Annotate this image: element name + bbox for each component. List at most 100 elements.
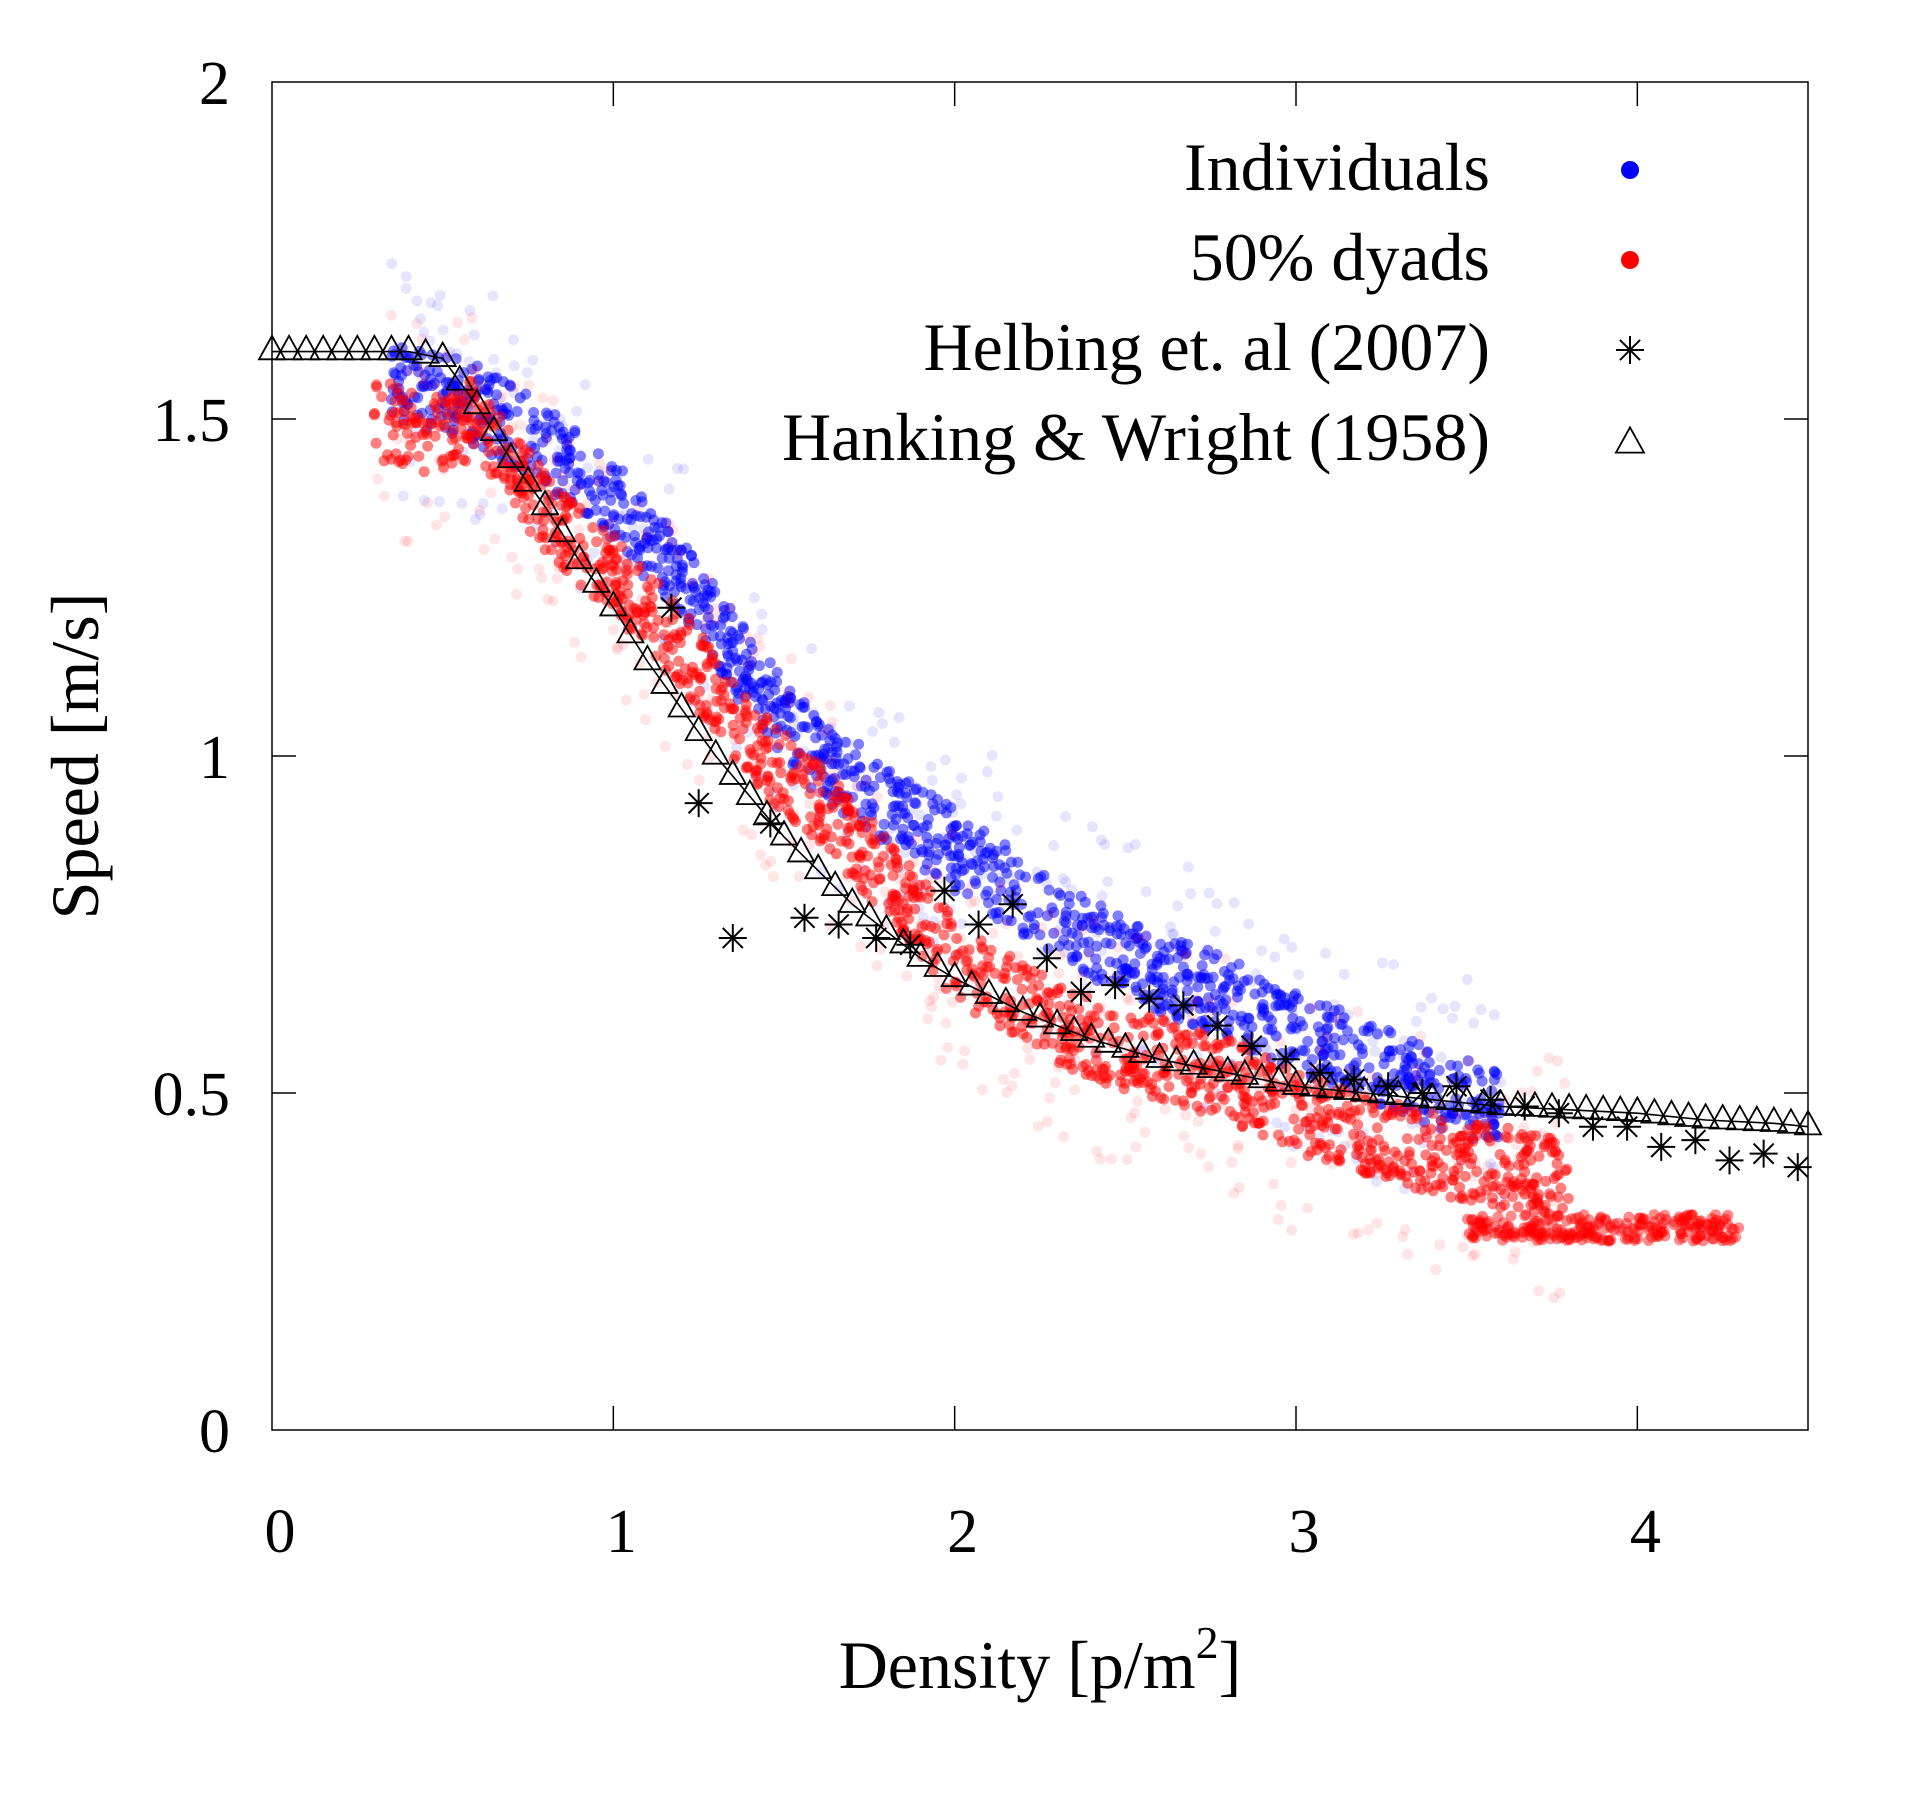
scatter-point bbox=[842, 810, 854, 822]
scatter-point bbox=[945, 872, 957, 884]
scatter-point bbox=[368, 409, 380, 421]
scatter-point bbox=[1543, 1052, 1555, 1064]
scatter-point bbox=[1219, 1003, 1231, 1015]
scatter-point bbox=[667, 525, 679, 537]
scatter-point bbox=[1159, 1103, 1171, 1115]
scatter-point bbox=[663, 517, 675, 529]
scatter-point bbox=[400, 282, 412, 294]
scatter-point bbox=[594, 457, 605, 469]
scatter-point bbox=[611, 644, 623, 656]
scatter-point bbox=[523, 513, 535, 525]
scatter-point bbox=[1271, 988, 1283, 1000]
scatter-point bbox=[1472, 1119, 1484, 1131]
scatter-point bbox=[1139, 931, 1151, 943]
scatter-point bbox=[587, 522, 599, 533]
scatter-point bbox=[1526, 1224, 1537, 1236]
scatter-point bbox=[1090, 1054, 1102, 1066]
scatter-point bbox=[1199, 949, 1211, 961]
scatter-point bbox=[785, 653, 797, 665]
scatter-point bbox=[1354, 1139, 1365, 1151]
scatter-point bbox=[1011, 824, 1023, 836]
scatter-point bbox=[506, 551, 518, 563]
scatter-point bbox=[1518, 1189, 1530, 1201]
scatter-point bbox=[708, 620, 720, 632]
scatter-point bbox=[537, 436, 549, 448]
scatter-point bbox=[756, 608, 768, 620]
scatter-point bbox=[1523, 1145, 1535, 1157]
scatter-point bbox=[1322, 1021, 1334, 1033]
legend-marker bbox=[1616, 336, 1644, 364]
scatter-point bbox=[1001, 1086, 1013, 1098]
scatter-point bbox=[1297, 1100, 1308, 1112]
scatter-point bbox=[1017, 964, 1029, 976]
scatter-point bbox=[458, 396, 469, 408]
scatter-point bbox=[748, 592, 760, 604]
scatter-point bbox=[1527, 1223, 1539, 1235]
scatter-point bbox=[1352, 1119, 1364, 1131]
scatter-point bbox=[1518, 1122, 1530, 1133]
legend-label: 50% dyads bbox=[1190, 219, 1490, 295]
scatter-point bbox=[1278, 933, 1290, 945]
x-axis-label-end: ] bbox=[1219, 1627, 1242, 1703]
scatter-point bbox=[741, 631, 753, 643]
scatter-point bbox=[575, 450, 586, 462]
scatter-point bbox=[1055, 982, 1067, 994]
y-tick-label: 0 bbox=[199, 1398, 230, 1466]
scatter-point bbox=[666, 644, 678, 655]
scatter-point bbox=[745, 659, 757, 671]
scatter-point bbox=[1140, 886, 1152, 898]
scatter-point bbox=[555, 548, 567, 560]
scatter-point bbox=[1076, 971, 1088, 983]
scatter-point bbox=[1206, 1104, 1218, 1116]
scatter-point bbox=[845, 765, 857, 777]
scatter-point bbox=[1533, 1150, 1545, 1162]
scatter-point bbox=[1028, 919, 1040, 931]
scatter-point bbox=[1057, 873, 1069, 885]
scatter-point bbox=[559, 480, 571, 492]
helbing-marker bbox=[1749, 1139, 1778, 1168]
scatter-point bbox=[850, 749, 862, 761]
scatter-point bbox=[1012, 856, 1024, 868]
scatter-point bbox=[865, 823, 877, 835]
scatter-point bbox=[1419, 1047, 1431, 1059]
scatter-point bbox=[1091, 1145, 1103, 1157]
scatter-point bbox=[1440, 1144, 1452, 1156]
scatter-point bbox=[1187, 1038, 1198, 1049]
scatter-point bbox=[1379, 1112, 1391, 1124]
scatter-point bbox=[916, 921, 928, 933]
scatter-point bbox=[938, 929, 950, 941]
scatter-point bbox=[1423, 1056, 1435, 1068]
scatter-point bbox=[1006, 1080, 1018, 1092]
scatter-point bbox=[879, 886, 891, 898]
scatter-point bbox=[528, 407, 540, 418]
scatter-point bbox=[1486, 1085, 1498, 1097]
scatter-point bbox=[1005, 915, 1017, 927]
helbing-marker bbox=[1476, 1085, 1505, 1114]
scatter-point bbox=[1102, 876, 1114, 888]
scatter-point bbox=[1331, 1013, 1343, 1025]
scatter-point bbox=[1371, 1217, 1383, 1229]
scatter-point bbox=[1432, 1157, 1444, 1169]
scatter-point bbox=[403, 352, 414, 363]
scatter-point bbox=[974, 836, 986, 848]
scatter-point bbox=[1159, 1066, 1171, 1078]
scatter-point bbox=[1250, 968, 1262, 980]
scatter-point bbox=[1363, 1224, 1375, 1236]
scatter-point bbox=[1131, 932, 1142, 944]
scatter-point bbox=[1083, 967, 1094, 979]
scatter-point bbox=[617, 639, 629, 651]
scatter-point bbox=[1001, 918, 1012, 930]
scatter-point bbox=[994, 1012, 1006, 1024]
scatter-point bbox=[747, 649, 759, 660]
scatter-point bbox=[1118, 977, 1130, 989]
scatter-point bbox=[1348, 1228, 1359, 1240]
scatter-point bbox=[1106, 1153, 1117, 1165]
scatter-point bbox=[789, 808, 801, 820]
scatter-point bbox=[1531, 1234, 1543, 1246]
scatter-point bbox=[894, 779, 906, 790]
scatter-point bbox=[1676, 1217, 1688, 1229]
scatter-point bbox=[901, 906, 913, 918]
scatter-point bbox=[405, 439, 417, 451]
scatter-point bbox=[931, 868, 943, 880]
scatter-point bbox=[464, 305, 476, 316]
